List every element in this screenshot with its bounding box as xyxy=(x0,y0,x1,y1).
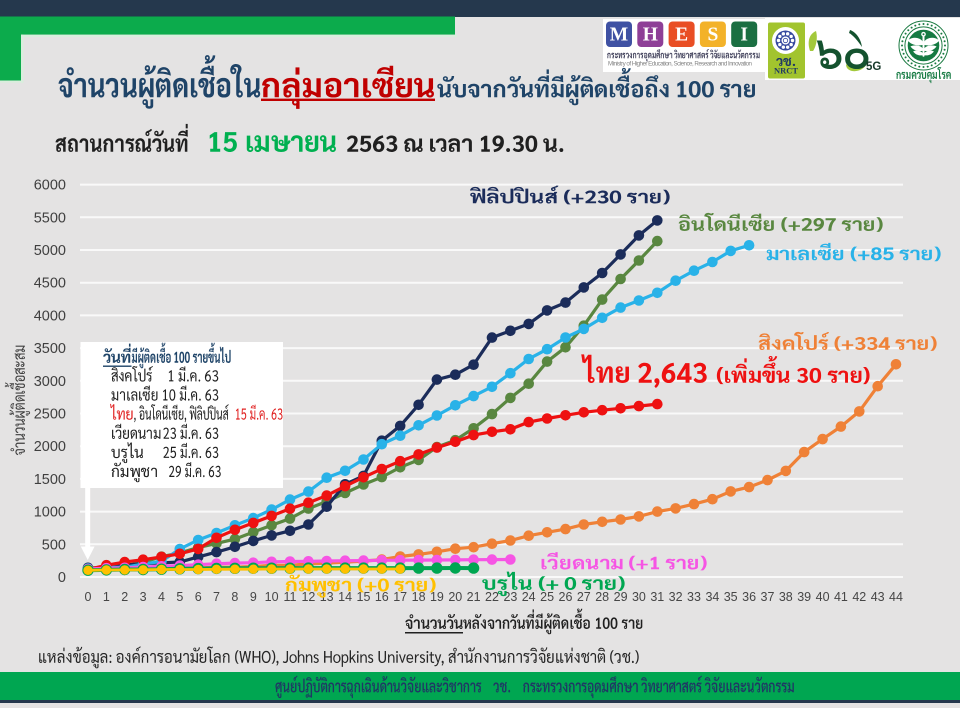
svg-text:37: 37 xyxy=(761,590,775,604)
svg-text:21: 21 xyxy=(467,590,481,604)
svg-text:H: H xyxy=(643,25,658,46)
svg-text:44: 44 xyxy=(889,590,903,604)
svg-text:25: 25 xyxy=(540,590,554,604)
svg-text:17: 17 xyxy=(393,590,407,604)
svg-text:1500: 1500 xyxy=(34,472,66,488)
svg-text:42: 42 xyxy=(852,590,866,604)
svg-text:S: S xyxy=(707,25,718,46)
svg-text:1000: 1000 xyxy=(34,505,66,521)
svg-text:2000: 2000 xyxy=(34,439,66,455)
svg-text:35: 35 xyxy=(724,590,738,604)
svg-text:18: 18 xyxy=(412,590,426,604)
svg-text:28: 28 xyxy=(595,590,609,604)
svg-text:36: 36 xyxy=(742,590,756,604)
svg-text:Ministry of Higher Education,: Ministry of Higher Education, Science, R… xyxy=(608,61,753,68)
svg-text:500: 500 xyxy=(42,537,66,553)
svg-text:10: 10 xyxy=(265,590,279,604)
svg-text:I: I xyxy=(740,25,748,46)
svg-text:23: 23 xyxy=(503,590,517,604)
svg-text:3000: 3000 xyxy=(34,374,66,390)
svg-text:33: 33 xyxy=(687,590,701,604)
svg-text:38: 38 xyxy=(779,590,793,604)
svg-text:19: 19 xyxy=(430,590,444,604)
svg-text:43: 43 xyxy=(871,590,885,604)
svg-text:39: 39 xyxy=(797,590,811,604)
svg-text:6: 6 xyxy=(195,590,202,604)
svg-text:2: 2 xyxy=(121,590,128,604)
svg-text:24: 24 xyxy=(522,590,536,604)
svg-text:M: M xyxy=(610,25,628,46)
svg-text:5500: 5500 xyxy=(34,210,66,226)
svg-text:12: 12 xyxy=(301,590,315,604)
svg-text:4: 4 xyxy=(158,590,165,604)
svg-text:22: 22 xyxy=(485,590,499,604)
svg-text:16: 16 xyxy=(375,590,389,604)
svg-text:6000: 6000 xyxy=(34,178,66,194)
svg-text:34: 34 xyxy=(705,590,719,604)
svg-text:13: 13 xyxy=(320,590,334,604)
svg-text:NRCT: NRCT xyxy=(774,66,798,76)
svg-text:9: 9 xyxy=(250,590,257,604)
svg-text:E: E xyxy=(675,25,688,46)
svg-text:32: 32 xyxy=(669,590,683,604)
svg-text:11: 11 xyxy=(284,590,297,604)
svg-text:4000: 4000 xyxy=(34,308,66,324)
svg-text:29: 29 xyxy=(614,590,628,604)
svg-text:14: 14 xyxy=(338,590,352,604)
svg-text:5000: 5000 xyxy=(34,243,66,259)
svg-text:40: 40 xyxy=(816,590,830,604)
svg-text:31: 31 xyxy=(650,590,664,604)
svg-text:26: 26 xyxy=(559,590,573,604)
svg-text:3500: 3500 xyxy=(34,341,66,357)
svg-text:41: 41 xyxy=(834,590,848,604)
svg-text:5: 5 xyxy=(176,590,183,604)
svg-text:2500: 2500 xyxy=(34,407,66,423)
svg-text:7: 7 xyxy=(213,590,220,604)
svg-text:0: 0 xyxy=(58,570,66,586)
svg-text:15: 15 xyxy=(357,590,371,604)
svg-text:30: 30 xyxy=(632,590,646,604)
svg-text:0: 0 xyxy=(85,590,92,604)
svg-text:5G: 5G xyxy=(866,61,881,73)
svg-text:8: 8 xyxy=(231,590,238,604)
svg-text:4500: 4500 xyxy=(34,276,66,292)
svg-text:3: 3 xyxy=(140,590,147,604)
svg-text:1: 1 xyxy=(103,590,110,604)
svg-text:27: 27 xyxy=(577,590,591,604)
svg-text:20: 20 xyxy=(448,590,462,604)
